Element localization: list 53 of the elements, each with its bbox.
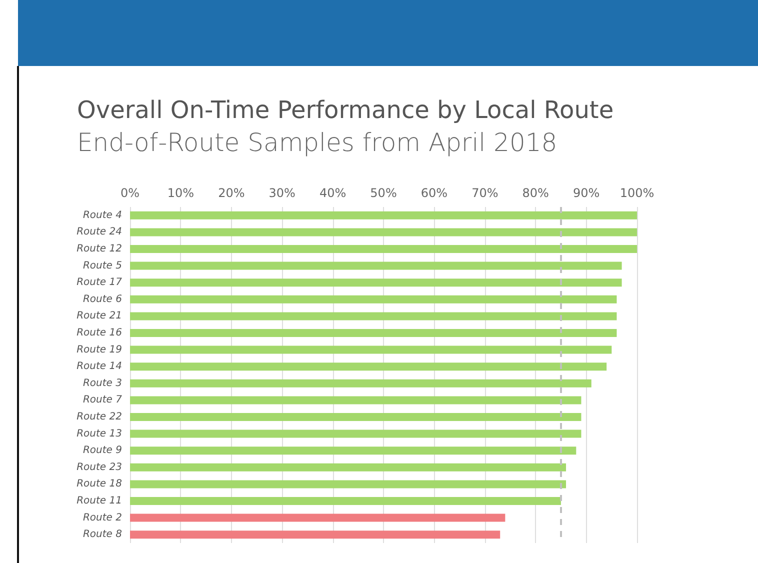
y-tick-label: Route 2 (82, 512, 122, 524)
y-tick-label: Route 24 (76, 226, 122, 238)
y-tick-label: Route 4 (82, 210, 122, 221)
y-tick-label: Route 21 (76, 310, 122, 322)
bar (130, 396, 582, 404)
bar (130, 211, 637, 220)
y-tick-label: Route 13 (76, 428, 122, 440)
bar (130, 228, 637, 236)
bar (130, 463, 566, 472)
chart-title: Overall On-Time Performance by Local Route (77, 96, 614, 124)
y-tick-label: Route 5 (82, 260, 122, 272)
y-tick-label: Route 11 (76, 496, 122, 506)
y-tick-label: Route 6 (82, 294, 122, 305)
y-tick-label: Route 3 (82, 378, 122, 389)
x-tick-label: 70% (472, 186, 498, 200)
y-tick-label: Route 18 (76, 478, 122, 490)
bar (130, 295, 617, 304)
bar (130, 362, 607, 371)
bar (130, 497, 561, 505)
y-tick-label: Route 14 (76, 361, 122, 372)
y-tick-label: Route 9 (82, 445, 122, 456)
x-tick-label: 0% (120, 186, 140, 200)
y-tick-label: Route 23 (76, 462, 122, 473)
y-tick-label: Route 7 (82, 394, 123, 406)
bar (130, 379, 592, 388)
bar (130, 530, 500, 539)
bar (130, 312, 617, 320)
x-tick-label: 90% (572, 186, 600, 200)
y-tick-label: Route 19 (76, 344, 122, 356)
y-tick-label: Route 22 (76, 412, 122, 422)
x-tick-label: 60% (420, 186, 448, 200)
chart-subtitle: End-of-Route Samples from April 2018 (77, 128, 558, 157)
bar (130, 245, 637, 253)
bar (130, 430, 582, 438)
bar (130, 514, 506, 522)
x-tick-label: 10% (167, 186, 194, 200)
x-tick-label: 20% (218, 186, 245, 200)
bar (130, 262, 622, 270)
y-tick-label: Route 12 (76, 244, 122, 254)
x-tick-label: 50% (370, 186, 397, 200)
x-tick-label: 100% (620, 186, 654, 200)
bar (130, 480, 566, 488)
x-tick-label: 80% (522, 186, 549, 200)
bar (130, 329, 617, 337)
bar (130, 413, 582, 421)
bar (130, 278, 622, 287)
y-tick-label: Route 8 (82, 529, 122, 540)
x-tick-label: 40% (319, 186, 346, 200)
y-tick-label: Route 16 (76, 328, 122, 338)
bar (130, 346, 612, 354)
x-tick-label: 30% (268, 186, 296, 200)
bar (130, 446, 576, 455)
y-tick-label: Route 17 (76, 277, 123, 288)
